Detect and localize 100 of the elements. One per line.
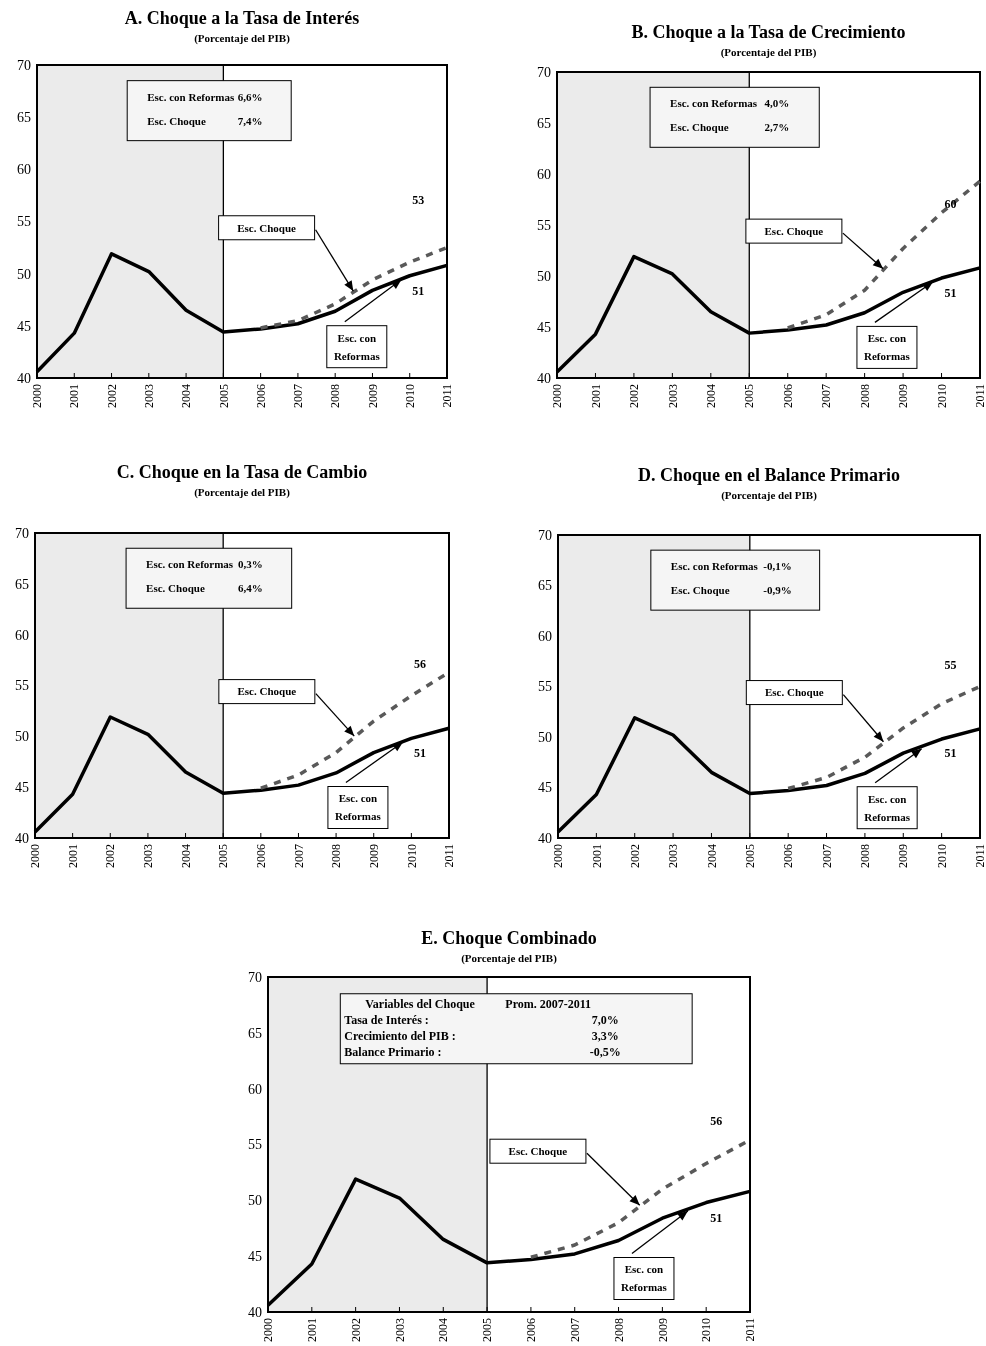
- chart-title: E. Choque Combinado: [421, 928, 597, 948]
- x-tick-label: 2007: [291, 384, 306, 408]
- x-tick-label: 2000: [261, 1318, 276, 1342]
- y-tick-label: 40: [248, 1304, 262, 1320]
- x-tick-label: 2007: [819, 384, 834, 408]
- annotation: Esc. Choque: [670, 584, 730, 597]
- chart-title: A. Choque a la Tasa de Interés: [124, 8, 360, 28]
- annotation: Variables del Choque: [365, 996, 476, 1011]
- y-tick-label: 60: [538, 628, 552, 644]
- chart-title: C. Choque en la Tasa de Cambio: [116, 462, 368, 482]
- x-tick-label: 2006: [254, 844, 269, 868]
- annotation: Esc. con Reformas: [670, 97, 758, 110]
- annotation: 6,4%: [237, 582, 263, 595]
- annotation: -0,9%: [763, 584, 792, 597]
- y-tick-label: 50: [248, 1193, 262, 1209]
- annotation: Esc. con Reformas: [333, 331, 381, 362]
- x-tick-label: 2002: [627, 844, 642, 868]
- annotation: Esc. con Reformas: [621, 1263, 668, 1294]
- x-tick-label: 2007: [567, 1318, 582, 1342]
- x-tick-label: 2010: [404, 844, 419, 868]
- x-tick-label: 2003: [142, 384, 157, 408]
- x-tick-label: 2009: [365, 384, 380, 408]
- y-tick-label: 70: [17, 57, 31, 73]
- x-tick-label: 2000: [30, 384, 45, 408]
- annotation: Balance Primario :: [344, 1044, 442, 1059]
- annotation: 3,3%: [591, 1028, 619, 1043]
- x-tick-label: 2003: [141, 844, 156, 868]
- chart-subtitle: (Porcentaje del PIB): [720, 46, 817, 59]
- x-tick-label: 2003: [665, 384, 680, 408]
- chart-subtitle: (Porcentaje del PIB): [461, 952, 558, 965]
- x-tick-label: 2001: [67, 384, 82, 408]
- chart-subtitle: (Porcentaje del PIB): [194, 486, 291, 499]
- annotation: 56: [710, 1114, 723, 1129]
- annotation: 55: [944, 658, 957, 673]
- y-tick-label: 50: [17, 266, 31, 282]
- annotation: Esc. con Reformas: [146, 558, 234, 571]
- x-tick-label: 2006: [253, 384, 268, 408]
- x-tick-label: 2009: [896, 844, 911, 868]
- annotation: Esc. Choque: [764, 224, 824, 237]
- x-tick-label: 2010: [402, 384, 417, 408]
- y-tick-label: 40: [15, 830, 29, 846]
- y-tick-label: 55: [538, 679, 552, 695]
- annotation: Esc. con Reformas: [864, 332, 911, 363]
- x-tick-label: 2008: [328, 384, 343, 408]
- y-tick-label: 45: [17, 318, 31, 334]
- y-tick-label: 60: [248, 1081, 262, 1097]
- y-tick-label: 55: [537, 217, 551, 233]
- y-tick-label: 65: [248, 1025, 262, 1041]
- x-tick-label: 2007: [819, 844, 834, 868]
- x-tick-label: 2004: [179, 384, 194, 408]
- x-tick-label: 2006: [781, 844, 796, 868]
- x-tick-label: 2010: [699, 1318, 714, 1342]
- annotation: Esc. con Reformas: [864, 792, 911, 823]
- y-tick-label: 70: [248, 969, 262, 985]
- annotation: Prom. 2007-2011: [505, 996, 592, 1011]
- x-tick-label: 2002: [627, 384, 642, 408]
- y-tick-label: 40: [17, 370, 31, 386]
- y-tick-label: 40: [537, 370, 551, 386]
- annotation: 0,3%: [237, 558, 263, 571]
- annotation: 6,6%: [237, 90, 263, 103]
- annotation: Esc. con Reformas: [670, 560, 759, 573]
- x-tick-label: 2001: [588, 384, 603, 408]
- x-tick-label: 2000: [28, 844, 43, 868]
- y-tick-label: 45: [15, 780, 29, 796]
- annotation: Esc. Choque: [147, 114, 206, 127]
- x-tick-label: 2011: [442, 844, 457, 868]
- x-tick-label: 2004: [436, 1318, 451, 1342]
- x-tick-label: 2009: [655, 1318, 670, 1342]
- y-tick-label: 45: [248, 1249, 262, 1265]
- annotation: Esc. Choque: [670, 121, 729, 134]
- annotation: Esc. Choque: [508, 1145, 568, 1158]
- x-tick-label: 2003: [666, 844, 681, 868]
- x-tick-label: 2008: [858, 844, 873, 868]
- x-tick-label: 2000: [550, 384, 565, 408]
- x-tick-label: 2006: [780, 384, 795, 408]
- annotation: 2,7%: [764, 121, 790, 134]
- chart-subtitle: (Porcentaje del PIB): [721, 489, 818, 502]
- chart-title: B. Choque a la Tasa de Crecimiento: [631, 22, 906, 42]
- annotation: 51: [944, 285, 957, 300]
- x-tick-label: 2011: [440, 384, 455, 408]
- x-tick-label: 2007: [291, 844, 306, 868]
- x-tick-label: 2000: [551, 844, 566, 868]
- x-tick-label: 2005: [742, 384, 757, 408]
- x-tick-label: 2009: [366, 844, 381, 868]
- x-tick-label: 2008: [857, 384, 872, 408]
- y-tick-label: 60: [537, 166, 551, 182]
- y-tick-label: 65: [538, 578, 552, 594]
- chart-subtitle: (Porcentaje del PIB): [194, 32, 291, 45]
- x-tick-label: 2008: [329, 844, 344, 868]
- annotation: Esc. Choque: [146, 582, 205, 595]
- y-tick-label: 60: [15, 627, 29, 643]
- annotation: 60: [944, 196, 957, 211]
- line-series: [786, 684, 982, 791]
- y-tick-label: 70: [15, 525, 29, 541]
- annotation: Esc. Choque: [237, 221, 297, 234]
- y-tick-label: 60: [17, 162, 31, 178]
- x-tick-label: 2010: [934, 384, 949, 408]
- y-tick-label: 65: [15, 576, 29, 592]
- annotation: 4,0%: [764, 97, 790, 110]
- x-tick-label: 2001: [305, 1318, 320, 1342]
